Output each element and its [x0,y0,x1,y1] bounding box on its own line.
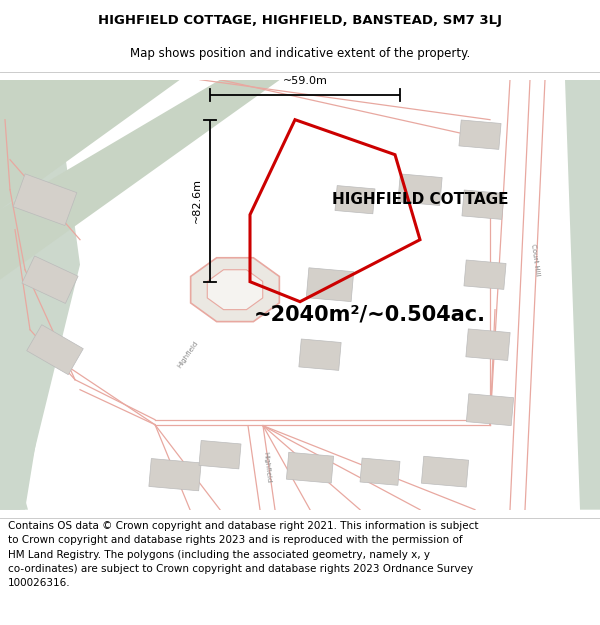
Bar [13,174,77,226]
Bar [286,452,334,483]
Bar [421,456,469,487]
Bar [360,458,400,485]
Bar [398,174,442,206]
Bar [22,256,78,303]
Text: Highfield: Highfield [176,340,199,369]
Polygon shape [191,258,280,322]
Polygon shape [0,79,220,210]
Bar [464,260,506,289]
Polygon shape [0,79,600,509]
Bar [335,186,375,214]
Polygon shape [0,410,28,509]
Polygon shape [565,79,600,509]
Polygon shape [0,79,80,509]
Text: ~2040m²/~0.504ac.: ~2040m²/~0.504ac. [254,304,486,325]
Bar [466,329,510,361]
Text: HIGHFIELD COTTAGE, HIGHFIELD, BANSTEAD, SM7 3LJ: HIGHFIELD COTTAGE, HIGHFIELD, BANSTEAD, … [98,14,502,27]
Bar [299,339,341,371]
Polygon shape [0,79,280,280]
Bar [149,459,201,491]
Text: Highfield: Highfield [262,452,272,484]
Bar [462,190,504,219]
Bar [27,325,83,374]
Text: ~82.6m: ~82.6m [192,178,202,223]
Bar [306,268,354,302]
Text: HIGHFIELD COTTAGE: HIGHFIELD COTTAGE [332,192,508,208]
Bar [199,441,241,469]
Polygon shape [0,79,60,509]
Bar [459,120,501,149]
Text: ~59.0m: ~59.0m [283,76,328,86]
Polygon shape [207,270,263,309]
Bar [466,394,514,426]
Text: Court Hill: Court Hill [530,243,540,276]
Text: Contains OS data © Crown copyright and database right 2021. This information is : Contains OS data © Crown copyright and d… [8,521,478,588]
Text: Map shows position and indicative extent of the property.: Map shows position and indicative extent… [130,48,470,61]
